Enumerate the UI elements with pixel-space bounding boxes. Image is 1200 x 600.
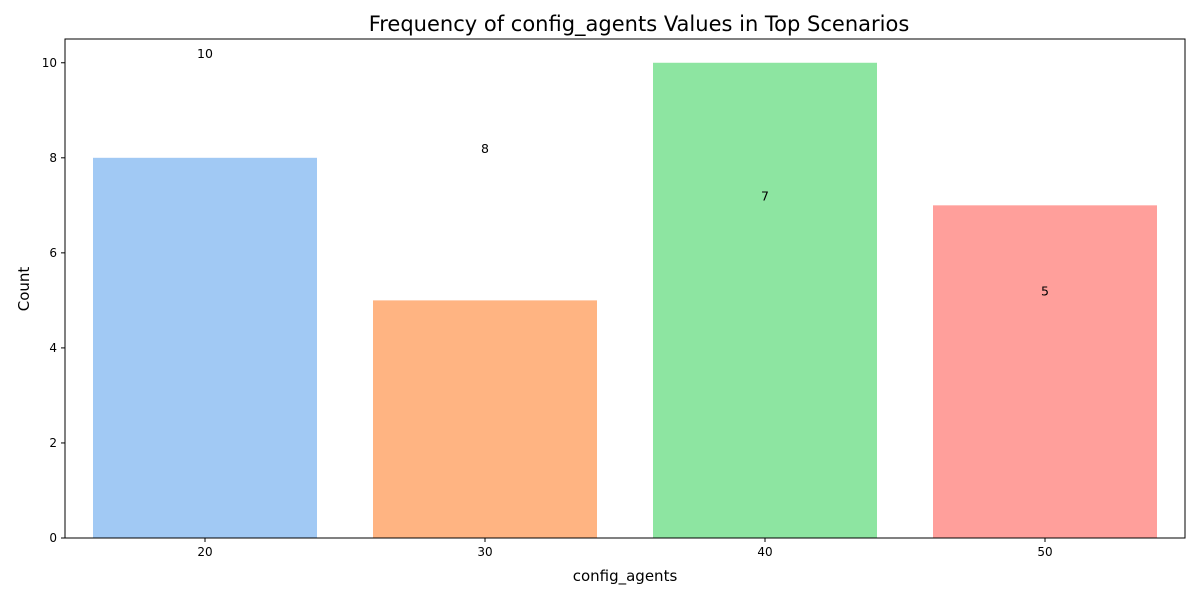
bar-20 (93, 157, 317, 539)
y-tick-label: 2 (49, 436, 57, 450)
y-tick-label: 4 (49, 341, 57, 355)
chart-title: Frequency of config_agents Values in Top… (369, 12, 910, 37)
bar-50 (933, 205, 1157, 539)
bar-30 (373, 300, 597, 538)
plot-frame (64, 38, 1186, 539)
bars-group (93, 62, 1157, 539)
annotations-group: 10 8 7 5 (197, 46, 1049, 299)
data-label-50: 5 (1041, 283, 1049, 298)
x-tick-label-50: 50 (1037, 545, 1052, 559)
data-label-40: 7 (761, 188, 769, 203)
y-tick-label: 6 (49, 246, 57, 260)
y-axis-label: Count (15, 267, 33, 312)
y-tick-label: 8 (49, 151, 57, 165)
y-tick-label: 10 (42, 56, 57, 70)
data-label-20: 10 (197, 46, 213, 61)
bar-40 (653, 62, 877, 539)
data-label-30: 8 (481, 141, 489, 156)
x-tick-label-20: 20 (197, 545, 212, 559)
y-tick-label: 0 (49, 531, 57, 545)
x-axis-label: config_agents (573, 567, 678, 586)
axes-group: 0 2 4 6 8 10 20 30 40 50 (42, 38, 1186, 559)
x-tick-label-40: 40 (757, 545, 772, 559)
x-tick-label-30: 30 (477, 545, 492, 559)
